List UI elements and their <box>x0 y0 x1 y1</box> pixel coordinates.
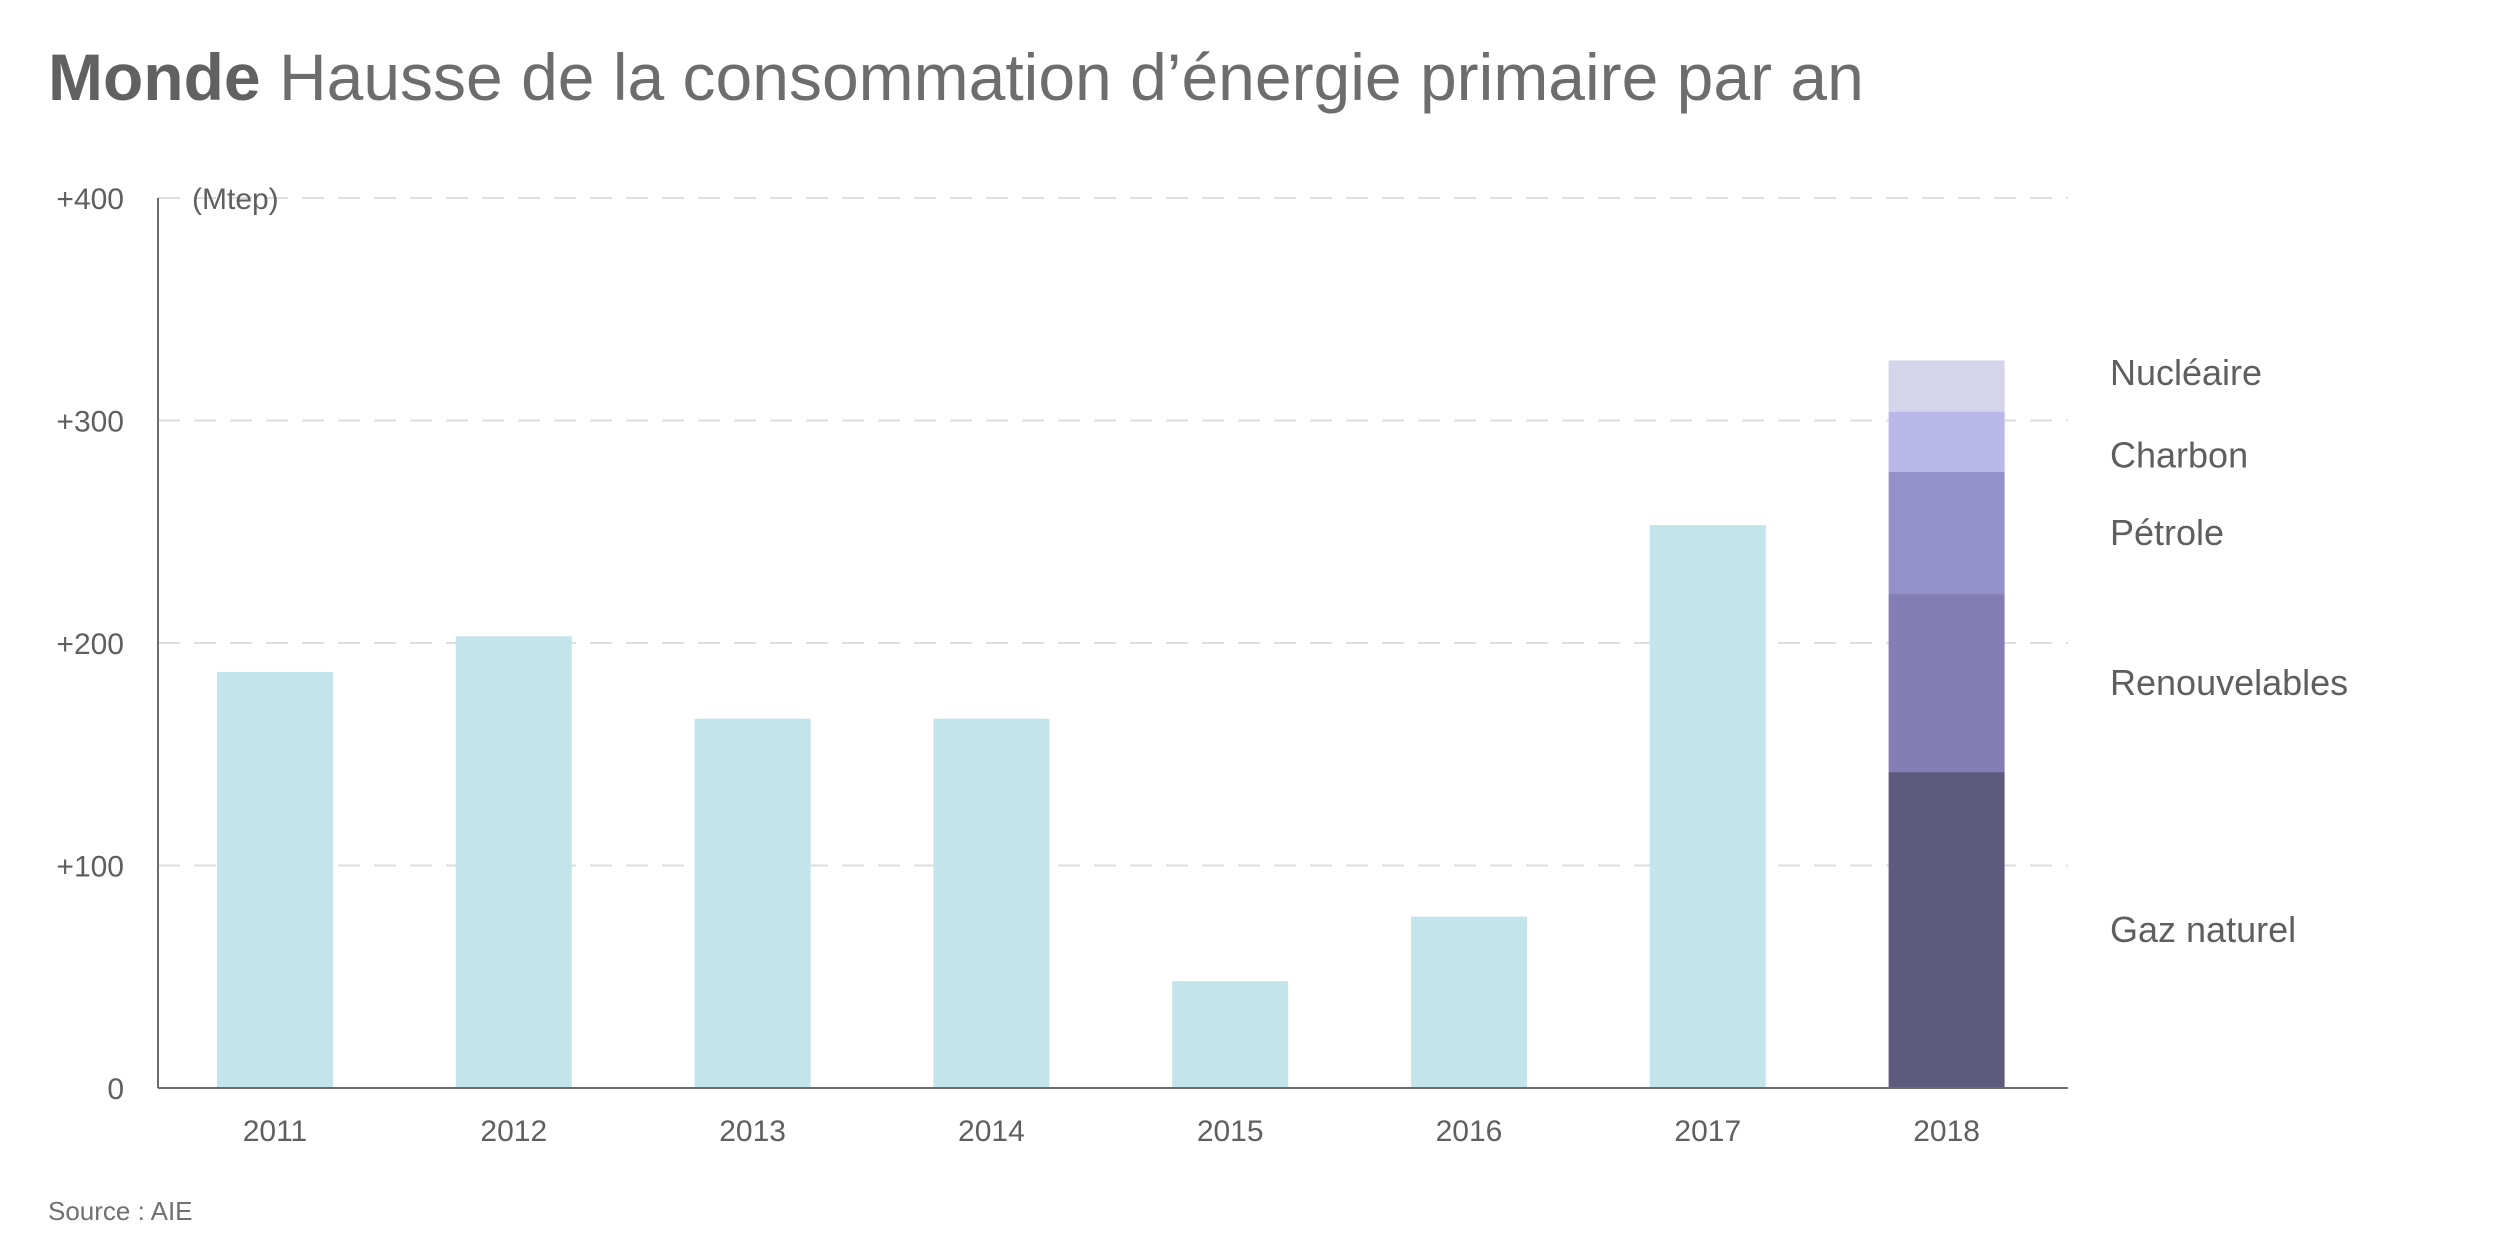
stack-segment-charbon <box>1888 411 2005 472</box>
y-tick-label: 0 <box>107 1073 124 1106</box>
x-tick-label: 2016 <box>1436 1115 1503 1148</box>
bar <box>1411 916 1527 1088</box>
bar <box>1172 981 1289 1088</box>
bar <box>217 671 333 1088</box>
stack-segment-gaz <box>1888 772 2005 1088</box>
x-tick-label: 2017 <box>1674 1115 1741 1148</box>
labels: 0 +100 +200 +300 +400 (Mtep) 2011 2012 2013 2014 2… <box>56 183 1980 1148</box>
y-tick-label: +400 <box>56 183 124 216</box>
y-tick-label: +300 <box>56 406 124 439</box>
unit-label: (Mtep) <box>192 183 279 216</box>
title-region: Monde <box>48 40 261 114</box>
bar <box>933 718 1050 1088</box>
x-tick-label: 2011 <box>243 1115 308 1148</box>
legend-label-nucleaire: Nucléaire <box>2110 352 2262 393</box>
x-tick-label: 2015 <box>1197 1115 1264 1148</box>
chart-title: Monde Hausse de la consommation d’énergi… <box>48 36 1864 118</box>
bar <box>694 718 811 1088</box>
title-text: Hausse de la consommation d’énergie prim… <box>278 40 1864 114</box>
x-tick-label: 2013 <box>719 1115 786 1148</box>
y-tick-label: +100 <box>56 851 124 884</box>
stack-segment-petrole <box>1888 471 2005 595</box>
legend: Gaz naturel Renouvelables Pétrole Charbon Nu… <box>2110 352 2348 950</box>
x-tick-label: 2018 <box>1913 1115 1980 1148</box>
legend-label-gaz: Gaz naturel <box>2110 909 2296 950</box>
legend-label-petrole: Pétrole <box>2110 512 2224 553</box>
stack-segment-nucleaire <box>1888 360 2005 412</box>
bar <box>455 636 572 1088</box>
y-tick-label: +200 <box>56 628 124 661</box>
legend-label-charbon: Charbon <box>2110 435 2248 476</box>
x-tick-label: 2014 <box>958 1115 1025 1148</box>
bar <box>1649 525 1766 1088</box>
x-tick-label: 2012 <box>480 1115 547 1148</box>
gridlines <box>158 197 2068 867</box>
legend-label-renouvelables: Renouvelables <box>2110 662 2348 703</box>
source-note: Source : AIE <box>48 1196 193 1226</box>
bars <box>217 360 2005 1088</box>
stack-segment-renouvelables <box>1888 594 2005 773</box>
axes <box>157 198 2068 1089</box>
